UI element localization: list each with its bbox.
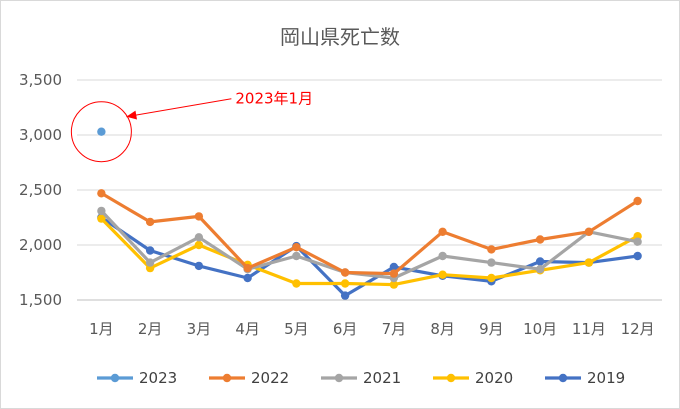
data-point: [97, 214, 106, 223]
data-point: [438, 270, 447, 279]
x-tick-label: 6月: [333, 320, 358, 338]
chart-annotation: 2023年1月: [70, 90, 313, 163]
data-point: [584, 258, 594, 267]
x-tick-label: 11月: [572, 320, 606, 338]
data-point: [243, 263, 252, 273]
data-point: [438, 227, 447, 236]
x-tick-label: 10月: [523, 320, 557, 338]
data-point: [194, 261, 204, 271]
x-tick-label: 2月: [138, 320, 163, 338]
annotation-arrow-line: [126, 98, 232, 118]
data-point: [487, 273, 496, 283]
x-axis-ticks: 1月 2月 3月 4月 5月 6月 7月 8月 9月 10月 11月 12月: [89, 320, 655, 338]
series-2019: [97, 213, 642, 300]
data-point: [97, 189, 106, 198]
legend-item-2019: 2019: [545, 369, 625, 387]
data-point: [145, 246, 155, 255]
series-line: [99, 209, 640, 280]
legend-item-2023: 2023: [97, 369, 177, 387]
data-point: [633, 196, 642, 206]
y-tick-label: 1,500: [19, 291, 62, 309]
chart-title: 岡山県死亡数: [280, 25, 400, 49]
legend-item-2020: 2020: [433, 369, 513, 387]
data-point: [535, 257, 545, 266]
data-point: [145, 258, 155, 267]
annotation-arrowhead: [126, 110, 137, 120]
y-tick-label: 2,000: [19, 236, 62, 254]
data-point: [389, 269, 399, 278]
y-tick-label: 3,500: [19, 71, 62, 89]
data-point: [389, 280, 399, 289]
data-point: [633, 237, 642, 246]
data-point: [292, 251, 301, 261]
legend-label: 2022: [251, 369, 289, 387]
x-tick-label: 1月: [89, 320, 114, 338]
data-point: [97, 127, 106, 136]
legend-label: 2019: [587, 369, 625, 387]
legend-label: 2021: [363, 369, 401, 387]
data-point: [292, 279, 301, 288]
data-point: [438, 251, 447, 261]
data-point: [535, 265, 545, 274]
legend-swatch-marker: [334, 373, 344, 383]
data-point: [487, 245, 496, 254]
x-tick-label: 9月: [479, 320, 504, 338]
data-point: [584, 227, 594, 236]
data-point: [145, 217, 155, 227]
data-point: [535, 235, 545, 244]
series-line: [99, 191, 640, 276]
legend-label: 2020: [475, 369, 513, 387]
data-point: [243, 273, 252, 283]
data-point: [97, 206, 106, 216]
data-point: [194, 212, 204, 221]
legend-swatch-marker: [222, 373, 232, 383]
x-tick-label: 5月: [284, 320, 309, 338]
series-2023: [97, 127, 106, 136]
data-point: [340, 279, 350, 288]
data-point: [194, 240, 204, 250]
annotation-label: 2023年1月: [235, 90, 313, 108]
y-tick-label: 2,500: [19, 181, 62, 199]
chart-gridlines: [77, 79, 662, 301]
y-tick-label: 3,000: [19, 126, 62, 144]
x-tick-label: 3月: [187, 320, 212, 338]
data-point: [292, 243, 301, 252]
legend-item-2022: 2022: [209, 369, 289, 387]
chart-legend: 2023 2022 2021 2020 2019: [97, 369, 625, 387]
legend-item-2021: 2021: [321, 369, 401, 387]
series-2020: [97, 214, 642, 289]
data-point: [389, 262, 399, 272]
series-line: [99, 217, 640, 287]
x-tick-label: 4月: [235, 320, 260, 338]
data-point: [487, 258, 496, 267]
series-2022: [97, 189, 642, 278]
x-tick-label: 12月: [621, 320, 655, 338]
legend-label: 2023: [139, 369, 177, 387]
data-point: [633, 251, 642, 261]
data-point: [194, 233, 204, 242]
y-axis-ticks: 1,500 2,000 2,500 3,000 3,500: [19, 71, 62, 309]
legend-swatch-marker: [446, 373, 456, 383]
data-point: [340, 268, 350, 277]
legend-swatch-marker: [558, 373, 568, 383]
legend-swatch-marker: [110, 373, 120, 383]
annotation-circle: [70, 101, 132, 163]
chart-series: [97, 127, 642, 300]
x-tick-label: 8月: [430, 320, 455, 338]
data-point: [340, 291, 350, 300]
x-tick-label: 7月: [382, 320, 407, 338]
